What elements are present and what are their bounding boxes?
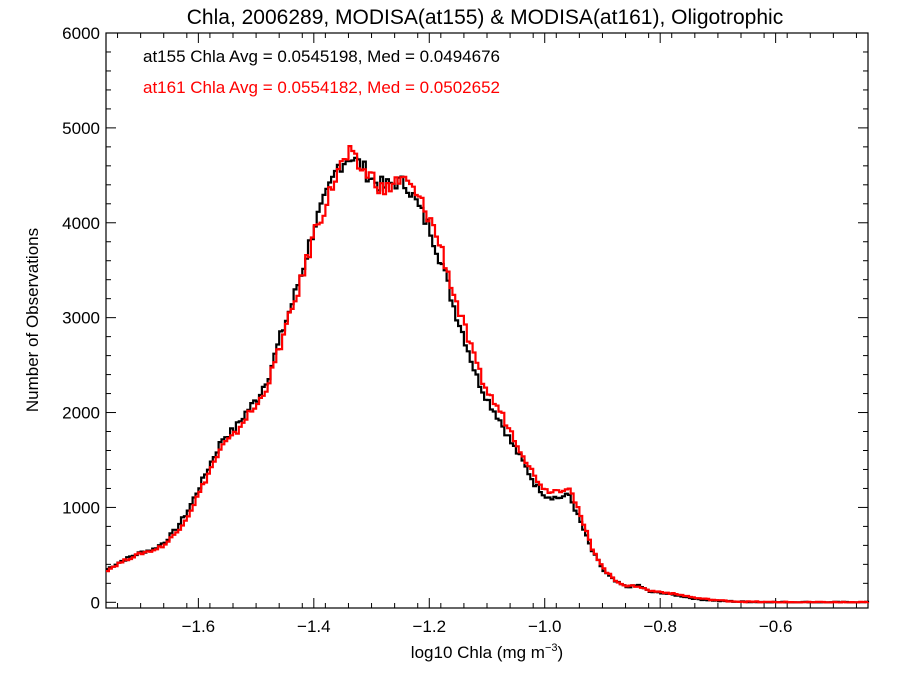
y-tick-label: 4000	[62, 214, 100, 233]
x-tick-label: −0.6	[759, 617, 793, 636]
x-tick-label: −1.6	[182, 617, 216, 636]
y-tick-label: 6000	[62, 24, 100, 43]
series-line-0	[106, 156, 870, 604]
x-axis-label-main: log10 Chla (mg m	[411, 643, 545, 662]
x-axis-label-superscript: −3	[545, 642, 558, 654]
series-line-1	[106, 145, 870, 604]
annotation-at155: at155 Chla Avg = 0.0545198, Med = 0.0494…	[143, 47, 500, 66]
x-tick-label: −1.2	[412, 617, 446, 636]
annotation-at161: at161 Chla Avg = 0.0554182, Med = 0.0502…	[143, 78, 500, 97]
y-tick-label: 0	[91, 593, 100, 612]
x-tick-label: −1.0	[528, 617, 562, 636]
x-axis-label: log10 Chla (mg m−3)	[411, 642, 563, 662]
x-tick-label: −1.4	[297, 617, 331, 636]
y-tick-label: 5000	[62, 119, 100, 138]
series-layer	[106, 145, 870, 604]
y-axis: 0 1000 2000 3000 4000 5000 6000	[62, 24, 868, 612]
x-axis-label-close: )	[558, 643, 564, 662]
y-tick-label: 1000	[62, 498, 100, 517]
x-axis: −1.6 −1.4 −1.2 −1.0 −0.8 −0.6	[117, 33, 857, 636]
y-tick-label: 3000	[62, 309, 100, 328]
plot-frame	[105, 32, 869, 609]
y-axis-label: Number of Observations	[23, 228, 42, 412]
y-tick-label: 2000	[62, 404, 100, 423]
chart-title: Chla, 2006289, MODISA(at155) & MODISA(at…	[187, 6, 783, 29]
x-tick-label: −0.8	[643, 617, 677, 636]
